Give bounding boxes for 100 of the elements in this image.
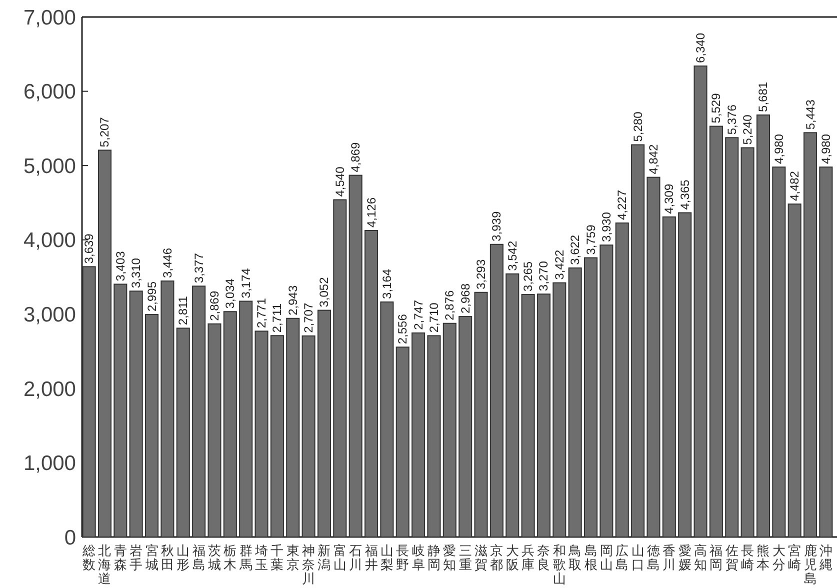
y-tick-label: 1,000 — [23, 452, 76, 476]
y-tick-label: 3,000 — [23, 303, 76, 326]
bar — [678, 212, 692, 538]
x-tick-label: 山口 — [631, 544, 644, 573]
x-tick-label: 大分 — [772, 544, 786, 573]
bar — [98, 150, 112, 538]
x-tick-label: 奈良 — [537, 544, 550, 573]
x-tick-label: 埼玉 — [254, 544, 268, 573]
data-label: 2,556 — [396, 314, 410, 344]
bar — [364, 230, 378, 538]
data-label: 3,034 — [223, 278, 238, 309]
data-label: 3,174 — [238, 268, 253, 298]
x-tick-label: 大阪 — [506, 544, 519, 573]
bar — [82, 266, 96, 538]
x-tick-label: 静岡 — [427, 544, 440, 573]
bar — [474, 292, 488, 538]
bar — [536, 294, 551, 538]
x-tick-label: 兵庫 — [522, 544, 535, 573]
x-tick-label: 和歌山 — [552, 544, 566, 587]
x-tick-label: 京都 — [490, 544, 504, 573]
bar — [145, 314, 159, 538]
data-label: 4,365 — [678, 179, 692, 210]
data-label: 5,443 — [803, 99, 818, 130]
data-label: 2,869 — [207, 290, 222, 321]
data-label: 6,340 — [694, 32, 708, 64]
data-label: 5,280 — [630, 111, 645, 142]
data-label: 5,529 — [709, 92, 724, 124]
x-tick-label: 青森 — [114, 544, 127, 573]
x-tick-label: 沖縄 — [818, 544, 832, 573]
data-label: 3,403 — [113, 250, 128, 282]
x-tick-label: 長野 — [396, 544, 410, 573]
bar — [192, 286, 206, 538]
data-label: 3,939 — [490, 211, 504, 242]
data-label: 3,164 — [380, 268, 394, 299]
bar — [286, 318, 300, 538]
bar — [803, 132, 818, 538]
y-tick-label: 5,000 — [23, 154, 76, 178]
x-tick-label: 茨城 — [206, 544, 221, 573]
bar — [552, 282, 566, 538]
bar — [239, 300, 253, 538]
x-tick-label: 神奈川 — [302, 544, 316, 587]
x-tick-label: 島根 — [584, 544, 598, 573]
data-label: 3,446 — [160, 248, 174, 278]
x-tick-label: 香川 — [662, 544, 676, 573]
bar — [788, 204, 802, 538]
x-tick-label: 広島 — [616, 543, 629, 573]
data-label: 2,747 — [411, 300, 426, 330]
y-tick-label: 6,000 — [23, 80, 76, 104]
x-tick-label: 群馬 — [238, 544, 252, 573]
bar — [427, 335, 441, 538]
bar — [254, 330, 268, 538]
data-label: 3,422 — [552, 249, 566, 280]
bar — [114, 284, 128, 538]
bar — [442, 322, 456, 538]
data-label: 2,710 — [426, 302, 441, 333]
data-label: 5,376 — [724, 104, 739, 135]
data-label: 4,482 — [788, 170, 802, 202]
bar — [584, 257, 598, 538]
x-tick-label: 岐阜 — [412, 544, 425, 573]
x-tick-label: 福岡 — [710, 544, 723, 573]
bar — [380, 301, 394, 538]
bar — [694, 66, 708, 538]
bar — [223, 311, 237, 538]
bar — [302, 335, 316, 538]
bar — [506, 273, 520, 538]
data-label: 4,309 — [662, 184, 676, 214]
bar — [348, 174, 362, 538]
data-label: 5,240 — [740, 114, 755, 145]
data-label: 2,995 — [144, 281, 159, 312]
x-tick-label: 宮崎 — [788, 543, 802, 573]
data-label: 3,622 — [568, 234, 582, 265]
x-tick-label: 熊本 — [756, 544, 770, 573]
data-label: 2,876 — [442, 290, 457, 320]
data-label: 2,968 — [458, 283, 472, 314]
bar — [317, 310, 332, 538]
data-label: 2,943 — [286, 285, 300, 316]
data-label: 2,711 — [270, 303, 284, 333]
bar — [615, 222, 629, 538]
data-label: 3,377 — [192, 252, 206, 284]
y-tick-label: 4,000 — [23, 229, 76, 252]
bar — [819, 166, 833, 538]
bar — [333, 199, 347, 538]
bar — [756, 114, 770, 538]
x-tick-label: 岡山 — [600, 544, 613, 573]
bar — [490, 244, 504, 538]
y-tick-label: 0 — [64, 526, 76, 550]
data-label: 4,842 — [646, 144, 660, 174]
data-label: 2,707 — [302, 302, 316, 333]
x-tick-label: 佐賀 — [725, 544, 738, 573]
data-label: 2,771 — [254, 298, 269, 328]
x-tick-label: 鹿児島 — [804, 544, 817, 587]
x-tick-label: 山梨 — [380, 544, 394, 573]
data-label: 3,270 — [536, 260, 551, 292]
bar — [740, 147, 754, 538]
bar — [160, 280, 174, 538]
x-tick-label: 富山 — [333, 543, 346, 573]
data-label: 3,052 — [317, 276, 332, 308]
data-label: 4,540 — [332, 166, 347, 197]
x-tick-label: 愛知 — [443, 544, 456, 573]
x-tick-label: 北海道 — [98, 544, 112, 587]
